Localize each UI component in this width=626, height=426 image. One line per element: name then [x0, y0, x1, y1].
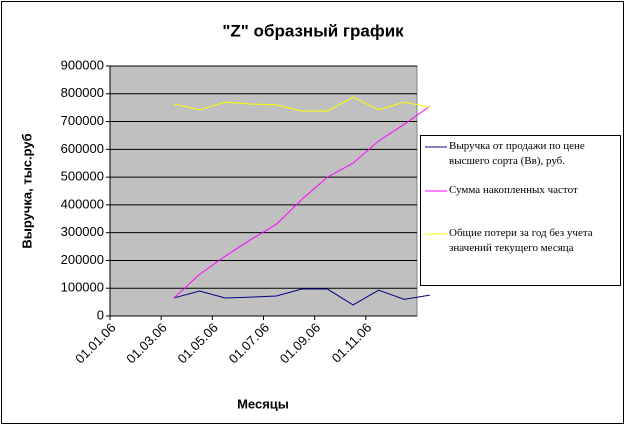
legend-item: Общие потери за год без учета значений т…: [449, 227, 593, 254]
y-axis-label: Выручка, тыс.руб: [19, 133, 34, 248]
y-tick-label: 100000: [61, 280, 104, 295]
legend-item: Сумма накопленных частот: [449, 184, 578, 196]
y-tick-label: 700000: [61, 113, 104, 128]
legend-label: Общие потери за год без учета значений т…: [449, 227, 593, 254]
y-tick-label: 600000: [61, 141, 104, 156]
y-tick-label: 900000: [61, 57, 104, 72]
legend: [420, 135, 621, 286]
y-tick-label: 500000: [61, 169, 104, 184]
series-line: [173, 288, 430, 306]
plot-area: [109, 65, 418, 317]
legend-label: Выручка от продажи по цене высшего сорта…: [449, 140, 585, 167]
x-axis-label: Месяцы: [237, 396, 289, 411]
series-line: [173, 105, 431, 299]
y-tick-label: 800000: [61, 85, 104, 100]
y-tick-label: 200000: [61, 252, 104, 267]
y-tick-label: 0: [97, 307, 104, 322]
legend-label: Сумма накопленных частот: [449, 184, 578, 196]
chart-title: "Z" образный график: [222, 21, 404, 40]
y-tick-label: 300000: [61, 224, 104, 239]
y-tick-label: 400000: [61, 196, 104, 211]
legend-item: Выручка от продажи по цене высшего сорта…: [449, 140, 585, 167]
series-line: [173, 96, 430, 112]
